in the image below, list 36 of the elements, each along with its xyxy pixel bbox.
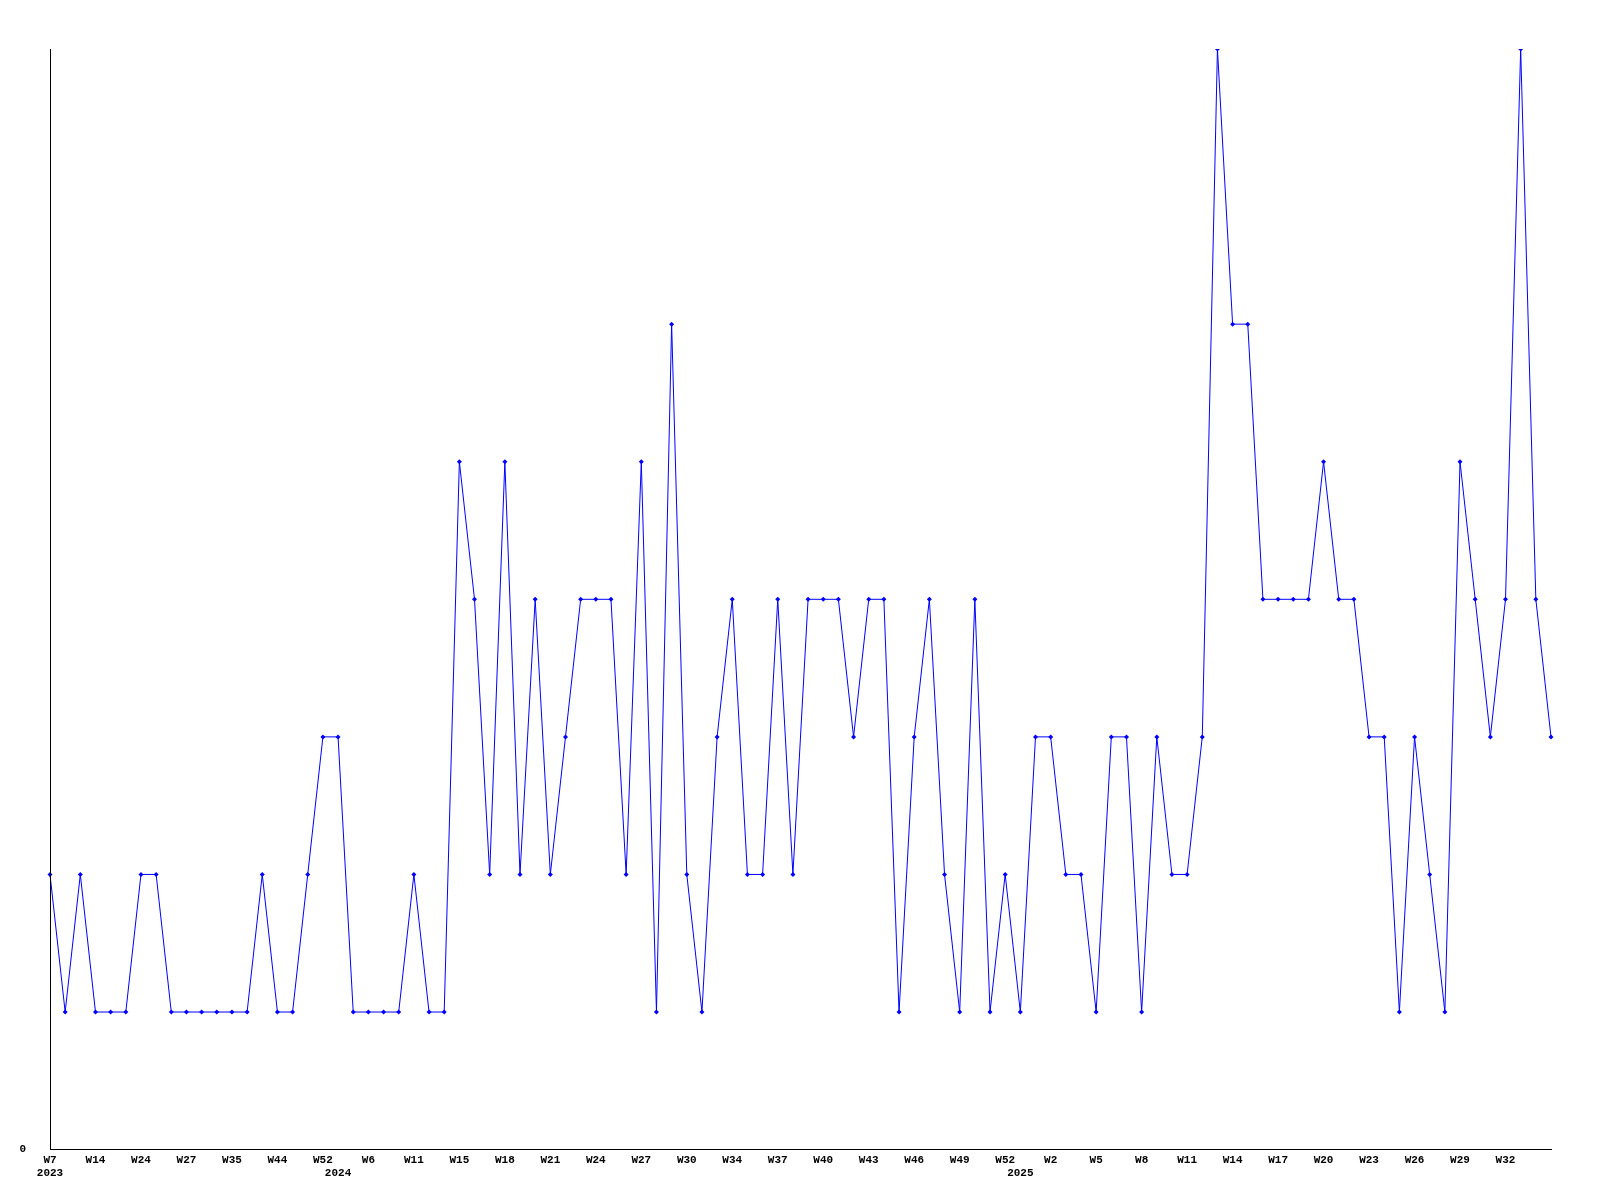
x-tick-label: W24 (131, 1153, 152, 1166)
x-tick-label: 2025 (1007, 1167, 1034, 1180)
x-tick-label: W27 (631, 1153, 652, 1166)
x-tick-label: W52 (995, 1153, 1016, 1166)
x-tick-label: W2 (1044, 1153, 1058, 1166)
x-tick-label: W8 (1135, 1153, 1149, 1166)
x-tick-label: W29 (1450, 1153, 1470, 1166)
x-tick-label: W18 (494, 1153, 516, 1166)
x-tick-label: W40 (813, 1153, 834, 1166)
x-tick-label: W37 (767, 1153, 788, 1166)
x-tick-label: W44 (267, 1153, 288, 1166)
x-tick-label: W6 (361, 1153, 375, 1166)
x-tick-label: 2024 (324, 1167, 352, 1180)
x-tick-label: W52 (313, 1153, 333, 1166)
x-tick-label: W14 (1222, 1153, 1243, 1166)
x-tick-label: W49 (949, 1153, 970, 1166)
x-tick-label: W34 (722, 1153, 743, 1166)
x-tick-label: W26 (1404, 1153, 1425, 1166)
x-tick-label: W46 (904, 1153, 925, 1166)
x-tick-label: W20 (1313, 1153, 1334, 1166)
x-tick-label: W32 (1495, 1153, 1516, 1166)
x-tick-label: W30 (676, 1153, 697, 1166)
x-tick-label: W15 (449, 1153, 470, 1166)
x-tick-label: W11 (1177, 1153, 1198, 1166)
text: 0 (19, 1143, 26, 1156)
x-tick-label: W14 (85, 1153, 106, 1166)
x-tick-label: W35 (222, 1153, 243, 1166)
x-tick-label: W11 (403, 1153, 425, 1166)
x-tick-label: W43 (858, 1153, 880, 1166)
x-tick-label: W21 (540, 1153, 561, 1166)
x-tick-label: W17 (1268, 1153, 1288, 1166)
x-tick-label: W24 (585, 1153, 607, 1166)
x-tick-label: W5 (1089, 1153, 1104, 1166)
x-tick-label: W27 (176, 1153, 197, 1166)
x-tick-label: W7 2023 (36, 1153, 64, 1180)
x-tick-label: W23 (1359, 1153, 1380, 1166)
